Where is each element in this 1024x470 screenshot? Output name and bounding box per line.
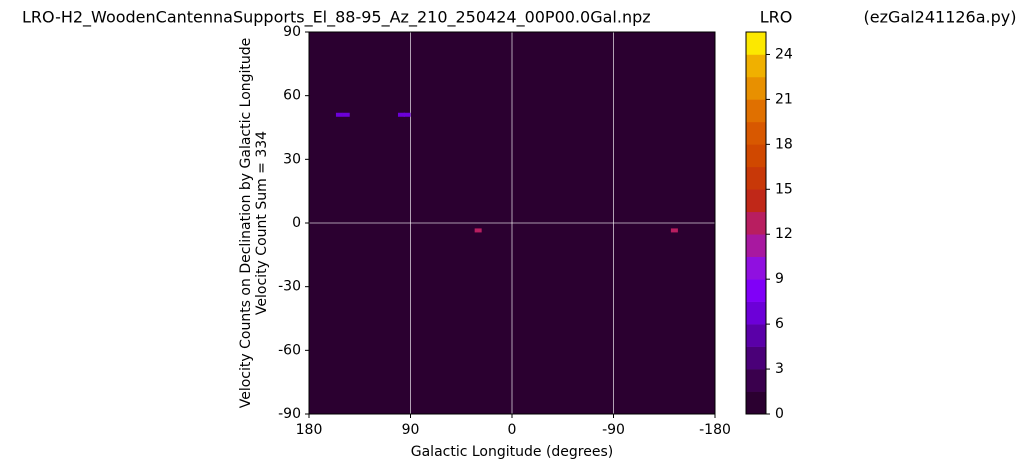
colorbar-tick-label: 21 xyxy=(775,91,793,107)
colorbar-band xyxy=(746,301,766,325)
script-name: (ezGal241126a.py) xyxy=(864,8,1017,27)
colorbar-band xyxy=(746,391,766,415)
cell xyxy=(474,228,482,233)
cell xyxy=(342,112,350,117)
colorbar-band xyxy=(746,54,766,78)
colorbar-band xyxy=(746,346,766,370)
colorbar-band xyxy=(746,121,766,145)
y-tick-label: -30 xyxy=(278,279,301,295)
colorbar-band xyxy=(746,189,766,213)
colorbar-band xyxy=(746,279,766,302)
cell xyxy=(335,112,343,117)
colorbar-tick-label: 12 xyxy=(775,226,793,242)
colorbar-band xyxy=(746,99,766,123)
x-tick-label: 0 xyxy=(508,422,517,438)
colorbar-band xyxy=(746,369,766,392)
colorbar-tick-label: 24 xyxy=(775,46,793,62)
y-axis-label: Velocity Count Sum = 334 xyxy=(254,131,270,315)
x-tick-label: -90 xyxy=(602,422,625,438)
colorbar-band xyxy=(746,324,766,347)
x-axis-label: Galactic Longitude (degrees) xyxy=(411,444,613,460)
y-axis-label: Velocity Counts on Declination by Galact… xyxy=(238,38,254,409)
cell xyxy=(403,112,411,117)
cell xyxy=(670,228,678,233)
colorbar-tick-label: 15 xyxy=(775,181,793,197)
y-tick-label: -90 xyxy=(278,406,301,422)
y-tick-label: 0 xyxy=(292,215,301,231)
chart-title: LRO-H2_WoodenCantennaSupports_El_88-95_A… xyxy=(22,8,651,28)
colorbar-tick-label: 9 xyxy=(775,271,784,287)
colorbar-band xyxy=(746,76,766,100)
x-tick-label: 90 xyxy=(402,422,420,438)
y-tick-label: 30 xyxy=(283,151,301,167)
chart-subtitle: LRO xyxy=(760,8,793,27)
y-tick-label: -60 xyxy=(278,342,301,358)
colorbar-frame xyxy=(745,31,767,415)
colorbar-tick-label: 18 xyxy=(775,136,793,152)
colorbar-tick-label: 0 xyxy=(775,406,784,422)
colorbar-band xyxy=(746,256,766,280)
y-tick-label: 90 xyxy=(283,24,301,40)
x-tick-label: -180 xyxy=(699,422,731,438)
colorbar-tick-label: 3 xyxy=(775,361,784,377)
cell xyxy=(397,112,405,117)
colorbar-tick-label: 6 xyxy=(775,316,784,332)
y-tick-label: 60 xyxy=(283,88,301,104)
colorbar-band xyxy=(746,144,766,168)
colorbar-band xyxy=(746,234,766,258)
colorbar-band xyxy=(746,166,766,190)
x-tick-label: 180 xyxy=(296,422,323,438)
colorbar-band xyxy=(746,211,766,235)
colorbar-band xyxy=(746,32,766,55)
